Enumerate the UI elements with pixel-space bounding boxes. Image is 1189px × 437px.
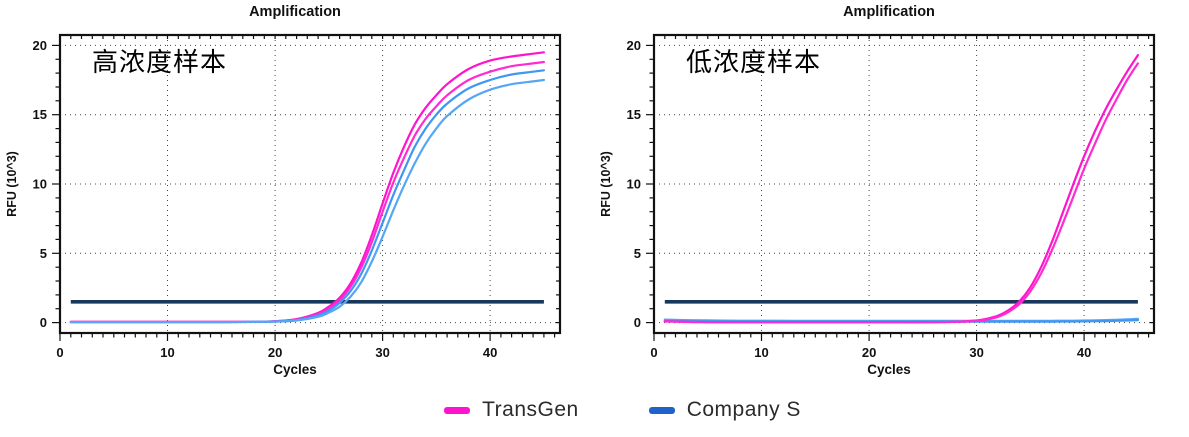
x-tick-label: 30: [375, 345, 389, 360]
tick-labels: 0 10 20 30 40 0 5 10 15 20: [33, 38, 498, 360]
y-tick-label: 15: [33, 107, 47, 122]
x-tick-label: 20: [268, 345, 282, 360]
x-tick-label: 30: [969, 345, 983, 360]
x-tick-label: 0: [650, 345, 657, 360]
amplification-chart-low-concentration: Amplification RFU (10^3) 0 10 20 30 40 0 5 10 15…: [594, 0, 1189, 395]
x-tick-label: 40: [483, 345, 497, 360]
x-axis-label: Cycles: [273, 362, 317, 377]
series-transgen-rep2: [69, 60, 545, 323]
y-tick-label: 5: [634, 246, 641, 261]
x-axis-label: Cycles: [867, 362, 911, 377]
y-tick-label: 10: [33, 177, 47, 192]
y-tick-label: 20: [33, 38, 47, 53]
legend-label-company-s: Company S: [686, 398, 801, 421]
y-tick-label: 0: [634, 315, 641, 330]
x-tick-label: 10: [160, 345, 174, 360]
legend-item-transgen: TransGen: [444, 398, 579, 422]
tick-labels: 0 10 20 30 40 0 5 10 15 20: [627, 38, 1092, 360]
y-tick-label: 20: [627, 38, 641, 53]
series-transgen-rep1: [69, 51, 545, 323]
company-s-color-swatch: [648, 406, 675, 414]
chart-title: Amplification: [843, 4, 935, 20]
y-tick-label: 10: [627, 177, 641, 192]
gridlines: [60, 35, 560, 333]
plot-area-high-concentration: 0 10 20 30 40 0 5 10 15 20: [33, 33, 562, 360]
legend-label-transgen: TransGen: [482, 398, 579, 421]
x-tick-label: 0: [56, 345, 63, 360]
plot-border: [652, 33, 1156, 335]
y-tick-label: 5: [40, 246, 47, 261]
legend-item-company-s: Company S: [648, 398, 801, 422]
series-transgen-rep1: [663, 54, 1139, 324]
chart-title: Amplification: [249, 4, 341, 20]
legend: TransGen Company S: [0, 398, 1189, 422]
x-tick-label: 20: [862, 345, 876, 360]
y-tick-label: 0: [40, 315, 47, 330]
transgen-color-swatch: [444, 406, 471, 414]
tick-marks: [52, 35, 560, 341]
series-company-s-rep2: [69, 78, 545, 324]
sample-label-high-concentration: 高浓度样本: [92, 47, 228, 77]
y-tick-label: 15: [627, 107, 641, 122]
plot-border: [58, 33, 562, 335]
sample-label-low-concentration: 低浓度样本: [686, 47, 822, 77]
plot-area-low-concentration: 0 10 20 30 40 0 5 10 15 20: [627, 33, 1156, 360]
amplification-chart-high-concentration: Amplification RFU (10^3) 0 10 20 30 40 0 5 10 15…: [0, 0, 595, 395]
series-company-s-rep1: [69, 69, 545, 324]
x-tick-label: 10: [754, 345, 768, 360]
series-transgen-rep2: [663, 62, 1139, 324]
x-tick-label: 40: [1077, 345, 1091, 360]
